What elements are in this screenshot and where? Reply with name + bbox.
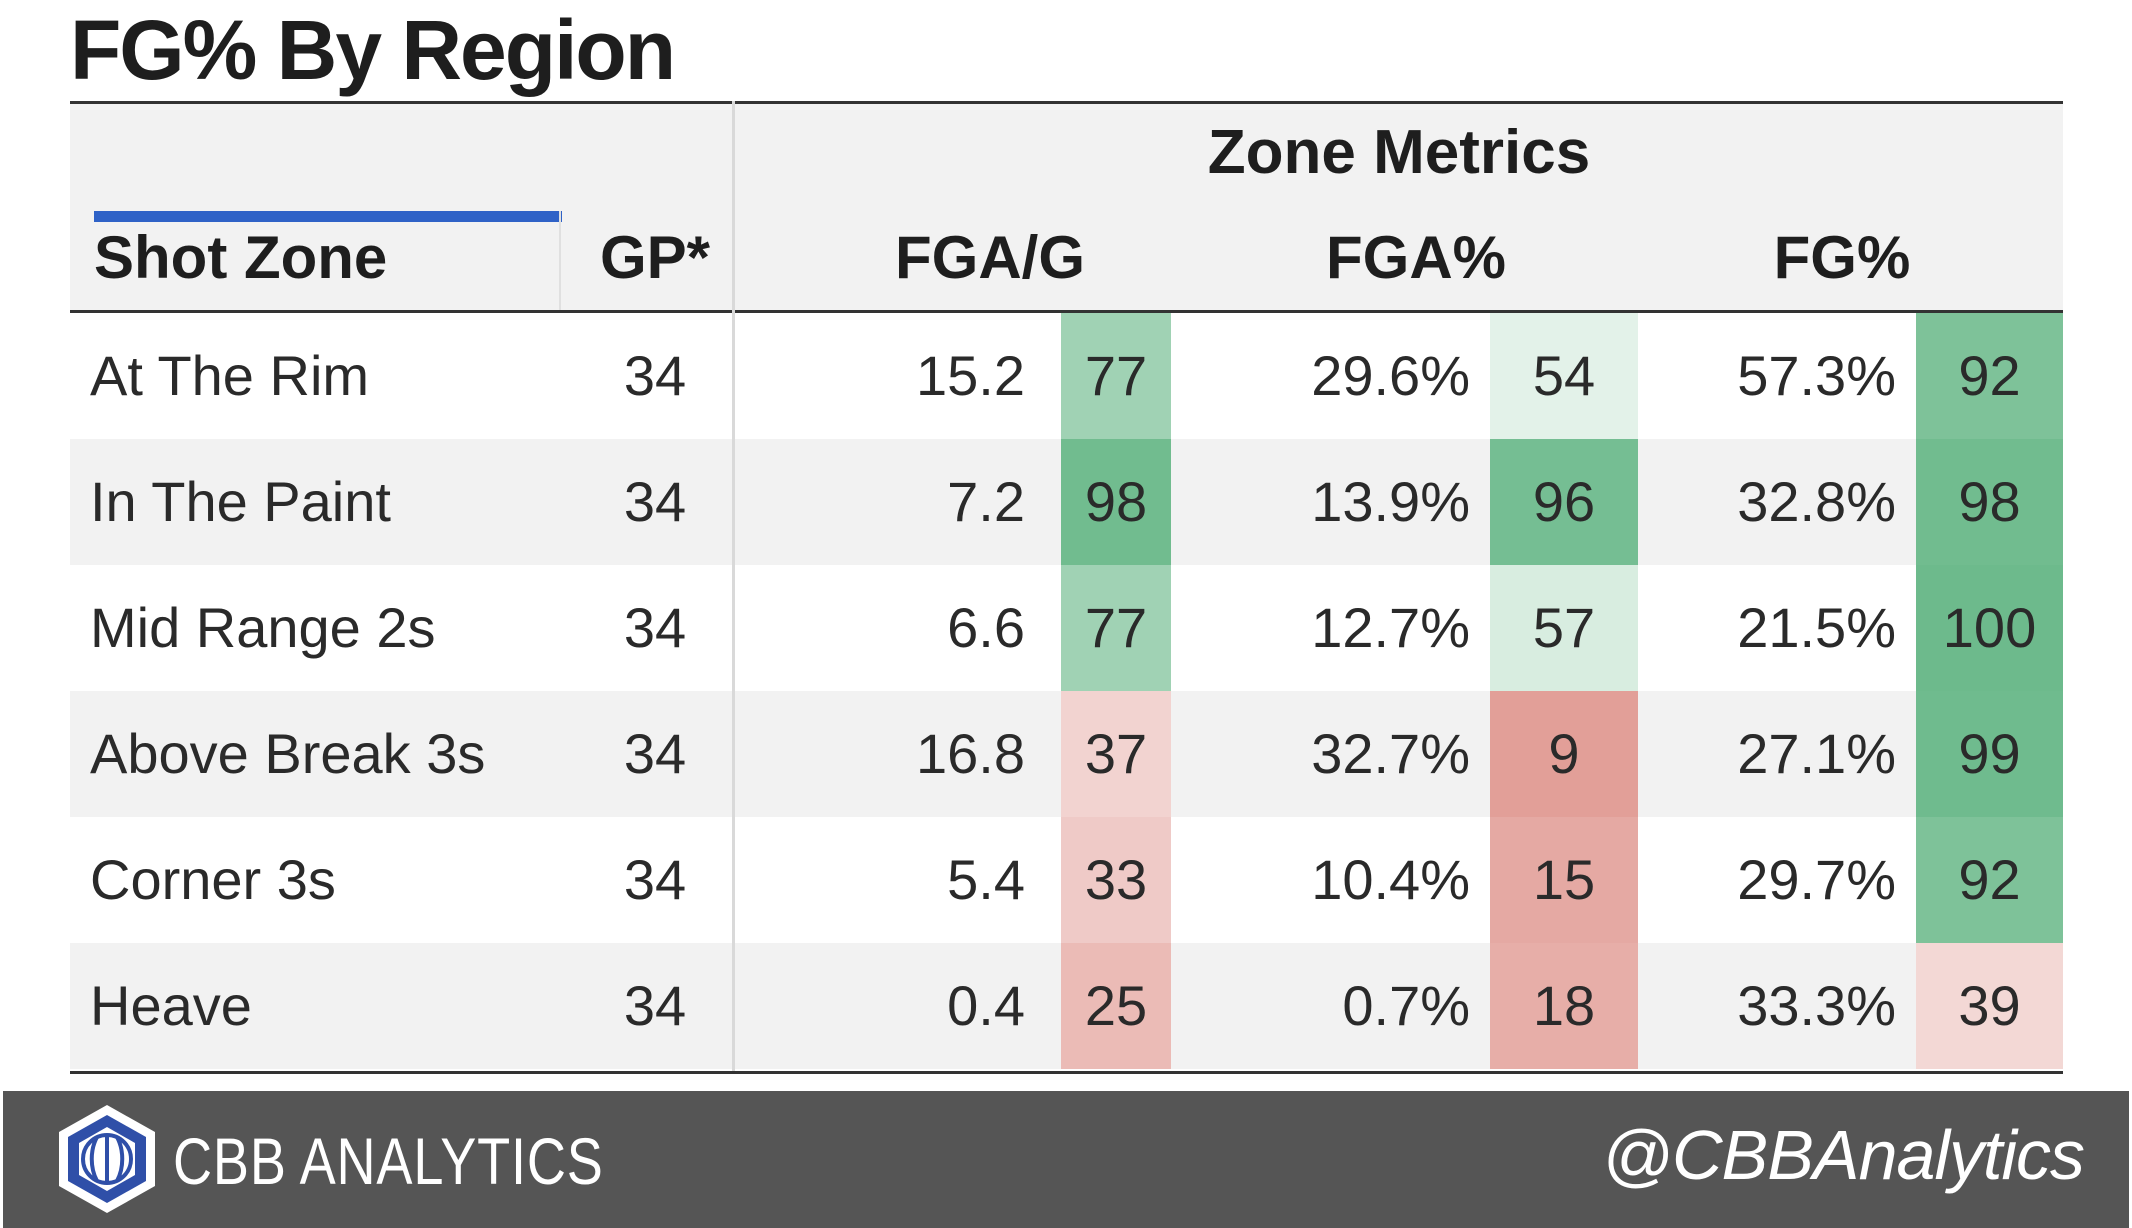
cell-gp: 34 <box>623 974 687 1037</box>
cell-fg-pct-percentile: 92 <box>1916 313 2063 439</box>
cell-shot-zone: Above Break 3s <box>90 722 486 785</box>
footer-bar: CBB ANALYTICS @CBBAnalytics <box>3 1091 2129 1228</box>
cell-fga-per-game: 0.4 <box>947 974 1025 1037</box>
zone-metrics-group-label: Zone Metrics <box>1207 118 1591 187</box>
table-row: In The Paint 34 98 7.2 96 13.9% 98 32.8% <box>70 439 2063 565</box>
table-bottom-rule <box>70 1071 2063 1074</box>
table-header <box>70 104 2063 311</box>
col-header-fga-per-game: FGA/G <box>895 224 1085 291</box>
cell-fga-pct-percentile: 57 <box>1490 565 1638 691</box>
cell-fga-pct: 13.9% <box>1311 470 1470 533</box>
cell-fga-pct-percentile: 9 <box>1490 691 1638 817</box>
page-title: FG% By Region <box>70 3 676 97</box>
cell-shot-zone: Mid Range 2s <box>90 596 436 659</box>
cell-fga-per-game: 15.2 <box>916 344 1025 407</box>
cell-fg-pct: 33.3% <box>1737 974 1896 1037</box>
brand-name: CBB ANALYTICS <box>173 1124 604 1198</box>
cell-fg-pct: 29.7% <box>1737 848 1896 911</box>
stats-table: Zone Metrics Shot Zone GP* FGA/G FGA% FG… <box>70 101 2063 1075</box>
cell-gp: 34 <box>623 722 687 785</box>
cell-fga-per-game: 16.8 <box>916 722 1025 785</box>
cell-fga-pct: 32.7% <box>1311 722 1470 785</box>
col-header-fga-pct: FGA% <box>1326 224 1506 291</box>
cell-fga-per-game-percentile: 77 <box>1061 313 1171 439</box>
cell-fg-pct: 57.3% <box>1737 344 1896 407</box>
cell-fg-pct: 32.8% <box>1737 470 1896 533</box>
cell-gp: 34 <box>623 344 687 407</box>
cell-fga-pct: 12.7% <box>1311 596 1470 659</box>
cell-fga-pct-percentile: 96 <box>1490 439 1638 565</box>
table-row: Corner 3s 34 33 5.4 15 10.4% 92 29.7% <box>70 817 2063 943</box>
cell-fga-pct-percentile: 15 <box>1490 817 1638 943</box>
cell-shot-zone: Corner 3s <box>90 848 336 911</box>
basketball-hexagon-icon <box>59 1105 155 1213</box>
cell-fga-per-game-percentile: 77 <box>1061 565 1171 691</box>
cell-fga-per-game-percentile: 37 <box>1061 691 1171 817</box>
col-header-gp: GP* <box>599 224 711 291</box>
cell-fga-pct: 29.6% <box>1311 344 1470 407</box>
table-row: At The Rim 34 77 15.2 54 29.6% 92 57.3% <box>70 313 2063 439</box>
cell-fga-per-game: 6.6 <box>947 596 1025 659</box>
cell-fga-per-game-percentile: 98 <box>1061 439 1171 565</box>
cell-shot-zone: In The Paint <box>90 470 391 533</box>
cell-fga-per-game: 7.2 <box>947 470 1025 533</box>
cell-gp: 34 <box>623 596 687 659</box>
cell-shot-zone: At The Rim <box>90 344 370 407</box>
cell-fg-pct-percentile: 39 <box>1916 943 2063 1069</box>
social-handle: @CBBAnalytics <box>1601 1116 2085 1194</box>
header-divider <box>559 211 561 311</box>
cell-fga-per-game-percentile: 33 <box>1061 817 1171 943</box>
cell-fga-pct: 0.7% <box>1342 974 1470 1037</box>
cell-gp: 34 <box>623 470 687 533</box>
shot-zone-accent-bar <box>94 211 562 222</box>
cell-fga-pct-percentile: 54 <box>1490 313 1638 439</box>
cell-fga-pct: 10.4% <box>1311 848 1470 911</box>
cell-gp: 34 <box>623 848 687 911</box>
cell-fg-pct-percentile: 100 <box>1916 565 2063 691</box>
cell-fga-per-game-percentile: 25 <box>1061 943 1171 1069</box>
cell-shot-zone: Heave <box>90 974 252 1037</box>
cell-fg-pct: 21.5% <box>1737 596 1896 659</box>
table-row: Above Break 3s 34 37 16.8 9 32.7% 99 27.1% <box>70 691 2063 817</box>
table-top-rule <box>70 101 2063 104</box>
header-rule <box>70 310 2063 313</box>
table-row: Heave 34 25 0.4 18 0.7% 39 33.3% <box>70 943 2063 1069</box>
table-row: Mid Range 2s 34 77 6.6 57 12.7% 100 21.5% <box>70 565 2063 691</box>
col-header-fg-pct: FG% <box>1773 224 1911 291</box>
cell-fga-per-game: 5.4 <box>947 848 1025 911</box>
cell-fg-pct-percentile: 92 <box>1916 817 2063 943</box>
col-header-shot-zone: Shot Zone <box>94 224 388 291</box>
group-divider <box>732 101 735 1074</box>
cell-fg-pct-percentile: 98 <box>1916 439 2063 565</box>
cell-fg-pct-percentile: 99 <box>1916 691 2063 817</box>
cell-fga-pct-percentile: 18 <box>1490 943 1638 1069</box>
cell-fg-pct: 27.1% <box>1737 722 1896 785</box>
